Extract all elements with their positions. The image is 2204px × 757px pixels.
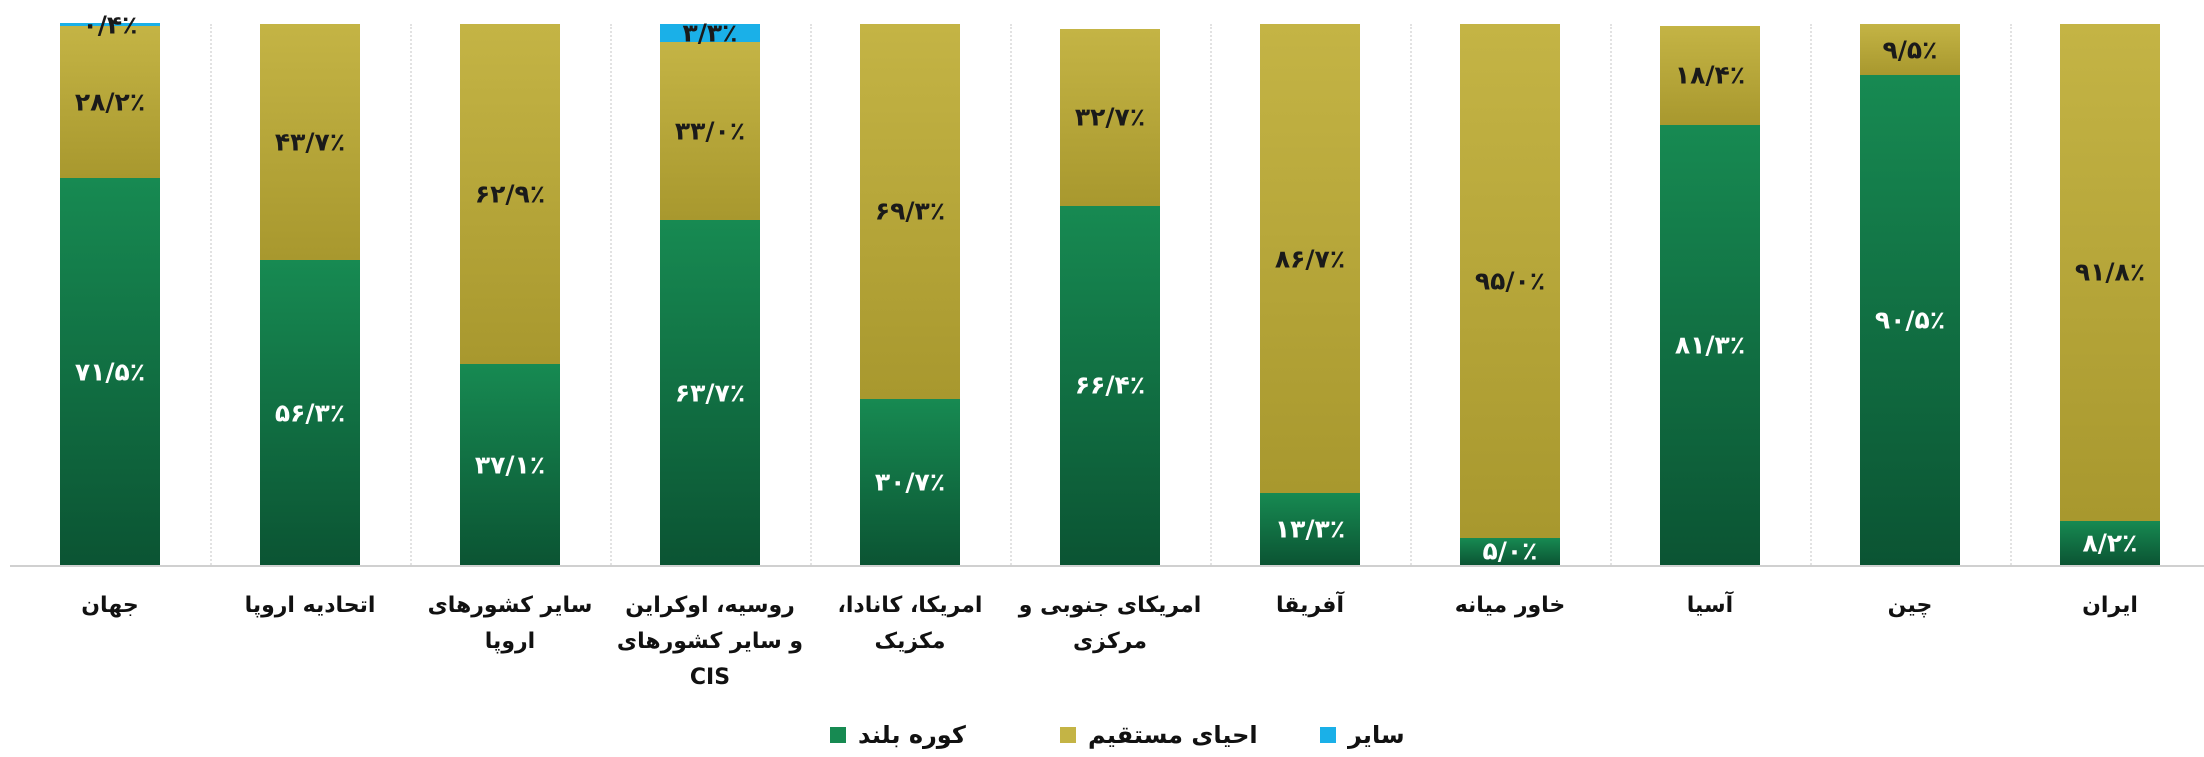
x-tick-label: روسیه، اوکراین و سایر کشورهای CIS — [616, 593, 804, 690]
data-label: ۸۱/۳٪ — [1674, 330, 1746, 360]
data-label: ۶۶/۴٪ — [1074, 370, 1146, 400]
bar-segment — [260, 260, 360, 565]
data-label: ۰/۴٪ — [82, 10, 138, 40]
data-label: ۹۰/۵٪ — [1874, 305, 1946, 335]
bar-segment — [1460, 537, 1560, 565]
x-tick-label: امریکا، کانادا، مکزیک — [837, 593, 983, 654]
bar-segment — [60, 23, 160, 26]
x-tick-label: آسیا — [1686, 593, 1734, 618]
data-label: ۴۳/۷٪ — [274, 127, 346, 157]
data-label: ۳۳/۰٪ — [674, 116, 746, 146]
legend-label: کوره بلند — [858, 721, 966, 749]
x-tick-label: اتحادیه اروپا — [244, 593, 376, 618]
x-tick-label: چین — [1887, 593, 1933, 618]
x-tick-label: سایر کشورهای اروپا — [427, 593, 593, 654]
legend-item: کوره بلند — [830, 718, 966, 752]
separator — [1210, 24, 1212, 565]
bar-segment — [2060, 520, 2160, 565]
bar-segment — [1060, 28, 1160, 206]
bar-segment — [60, 178, 160, 565]
data-label: ۱۳/۳٪ — [1274, 514, 1346, 544]
bar-segment — [260, 24, 360, 261]
separator — [1410, 24, 1412, 565]
x-tick-label: ایران — [2082, 593, 2138, 618]
data-label: ۷۱/۵٪ — [74, 357, 146, 387]
data-label: ۹۵/۰٪ — [1474, 266, 1546, 296]
data-label: ۲۸/۲٪ — [74, 87, 146, 117]
separator — [610, 24, 612, 565]
bar-segment — [2060, 24, 2160, 521]
bar-segment — [1460, 24, 1560, 538]
legend-swatch — [830, 727, 846, 743]
x-tick-label: جهان — [81, 593, 139, 618]
bar-segment — [1860, 24, 1960, 76]
x-tick-label: خاور میانه — [1454, 593, 1566, 618]
bar-segment — [660, 41, 760, 221]
bar-segment — [1660, 125, 1760, 565]
bar-segment — [460, 24, 560, 365]
legend-swatch — [1060, 727, 1076, 743]
separator — [2010, 24, 2012, 565]
legend-label: احیای مستقیم — [1088, 721, 1258, 749]
bar-segment — [660, 24, 760, 42]
legend-item: احیای مستقیم — [1060, 718, 1258, 752]
data-label: ۹۱/۸٪ — [2074, 257, 2146, 287]
data-label: ۵/۰٪ — [1482, 536, 1538, 566]
bar-segment — [1260, 24, 1360, 494]
data-label: ۳/۳٪ — [682, 18, 738, 48]
data-label: ۳۰/۷٪ — [874, 467, 946, 497]
bar-segment — [1260, 493, 1360, 565]
separator — [1010, 24, 1012, 565]
bar-segment — [460, 364, 560, 565]
legend-label: سایر — [1348, 721, 1405, 749]
legend-item: سایر — [1320, 718, 1405, 752]
bar-segment — [860, 398, 960, 565]
data-label: ۱۸/۴٪ — [1674, 60, 1746, 90]
data-label: ۳۷/۱٪ — [474, 450, 546, 480]
data-label: ۵۶/۳٪ — [274, 398, 346, 428]
data-label: ۳۲/۷٪ — [1074, 102, 1146, 132]
bar-segment — [1860, 75, 1960, 565]
bar-segment — [860, 24, 960, 399]
separator — [810, 24, 812, 565]
separator — [410, 24, 412, 565]
axis-line — [10, 565, 2204, 567]
data-label: ۶۹/۳٪ — [874, 196, 946, 226]
data-label: ۸۶/۷٪ — [1274, 244, 1346, 274]
legend-swatch — [1320, 727, 1336, 743]
separator — [1810, 24, 1812, 565]
bar-segment — [60, 25, 160, 179]
data-label: ۶۳/۷٪ — [674, 378, 746, 408]
data-label: ۸/۲٪ — [2082, 528, 2138, 558]
separator — [1610, 24, 1612, 565]
x-tick-label: آفریقا — [1276, 593, 1344, 618]
bar-segment — [1060, 205, 1160, 565]
data-label: ۹/۵٪ — [1882, 35, 1938, 65]
data-label: ۶۲/۹٪ — [474, 179, 546, 209]
x-tick-label: امریکای جنوبی و مرکزی — [1018, 593, 1202, 654]
bar-segment — [1660, 25, 1760, 126]
separator — [210, 24, 212, 565]
bar-segment — [660, 220, 760, 565]
